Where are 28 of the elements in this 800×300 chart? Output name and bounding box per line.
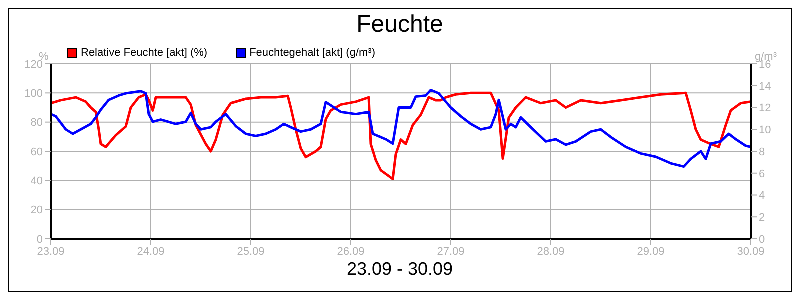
- y2-tick-label: 4: [759, 190, 766, 202]
- x-tick-label: 28.09: [537, 246, 565, 258]
- legend-label: Relative Feuchte [akt] (%): [81, 47, 208, 59]
- x-tick-label: 27.09: [437, 246, 465, 258]
- y-tick-label: 0: [36, 234, 43, 246]
- chart-title: Feuchte: [356, 11, 444, 39]
- y2-tick-label: 8: [759, 146, 766, 158]
- x-tick-label: 29.09: [637, 246, 665, 258]
- y-tick-label: 20: [30, 204, 43, 217]
- y-tick-label: 100: [24, 88, 43, 100]
- x-axis-title: 23.09 - 30.09: [346, 259, 454, 280]
- y-tick-label: 80: [30, 117, 43, 130]
- y2-tick-label: 6: [759, 168, 766, 180]
- y2-tick-label: 0: [759, 234, 766, 246]
- x-tick-label: 26.09: [337, 246, 365, 258]
- y-tick-label: 40: [30, 176, 43, 188]
- x-tick-label: 30.09: [737, 246, 765, 258]
- y2-axis-title: g/m³: [755, 51, 777, 63]
- x-tick-label: 23.09: [37, 246, 65, 258]
- y2-tick-label: 14: [759, 80, 772, 93]
- legend-label: Feuchtegehalt [akt] (g/m³): [250, 47, 376, 59]
- y2-tick-label: 2: [759, 212, 766, 224]
- y-tick-label: 60: [30, 146, 43, 158]
- x-tick-label: 24.09: [137, 246, 165, 258]
- y-tick-label: 120: [24, 58, 43, 71]
- x-tick-label: 25.09: [237, 246, 265, 258]
- y2-tick-label: 10: [759, 124, 772, 137]
- y2-tick-label: 12: [759, 102, 772, 115]
